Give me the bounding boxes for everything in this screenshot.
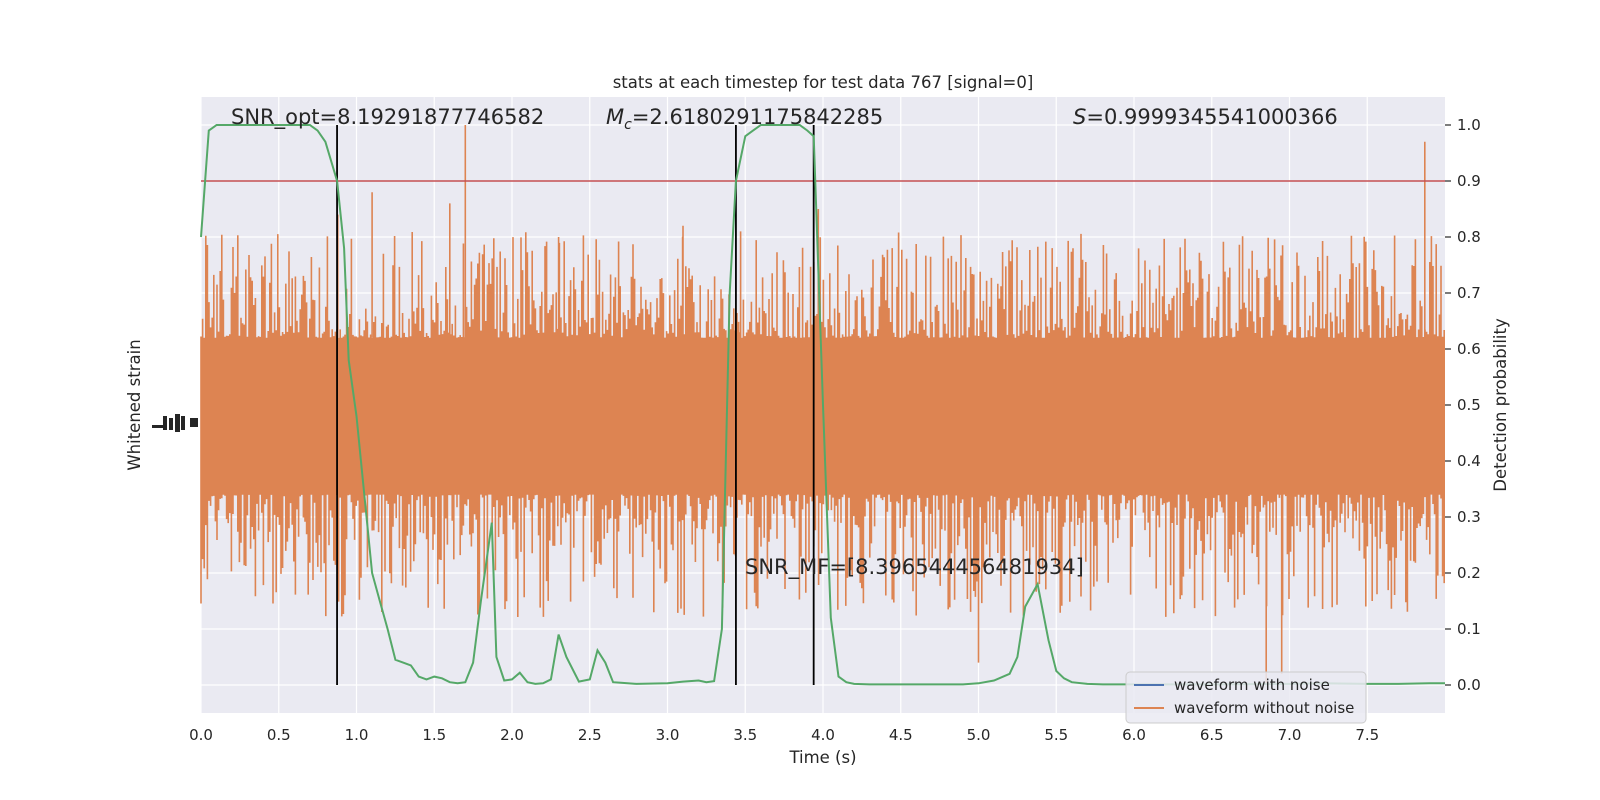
x-tick-label-0: 0.0 (189, 726, 213, 744)
annotation-snr-opt: SNR_opt=8.19291877746582 (231, 105, 544, 130)
x-tick-label-1: 0.5 (267, 726, 291, 744)
y-tick-label-1: 0.1 (1457, 620, 1481, 638)
x-tick-label-10: 5.0 (967, 726, 991, 744)
legend-label-without-noise: waveform without noise (1174, 699, 1354, 717)
x-tick-label-8: 4.0 (811, 726, 835, 744)
x-tick-label-7: 3.5 (733, 726, 757, 744)
legend: waveform with noise waveform without noi… (1125, 671, 1367, 724)
x-tick-label-4: 2.0 (500, 726, 524, 744)
x-tick-label-3: 1.5 (422, 726, 446, 744)
y-left-axis-label: Whitened strain (125, 339, 144, 470)
x-tick-label-6: 3.0 (656, 726, 680, 744)
strain-band-noise (200, 232, 1445, 617)
legend-box (1125, 671, 1367, 724)
annotation-score: S=0.9999345541000366 (1073, 105, 1338, 129)
y-right-axis-ticks: 0.0 0.1 0.2 0.3 0.4 0.5 0.6 0.7 0.8 0.9 1.0 (1445, 116, 1481, 694)
x-axis-ticks: 0.0 0.5 1.0 1.5 2.0 2.5 3.0 3.5 4.0 4.5 5.0 5.5 6.0 6… (189, 726, 1379, 744)
y-tick-label-6: 0.6 (1457, 340, 1481, 358)
y-tick-label-0: 0.0 (1457, 676, 1481, 694)
x-tick-label-5: 2.5 (578, 726, 602, 744)
chart-title: stats at each timestep for test data 767… (613, 73, 1034, 92)
left-axis-tick-cluster (152, 414, 198, 432)
annotation-snr-mf: SNR_MF=[8.396544456481934] (745, 555, 1084, 580)
x-tick-label-12: 6.0 (1122, 726, 1146, 744)
x-tick-label-11: 5.5 (1044, 726, 1068, 744)
y-tick-label-3: 0.3 (1457, 508, 1481, 526)
y-tick-label-9: 0.9 (1457, 172, 1481, 190)
y-tick-label-8: 0.8 (1457, 228, 1481, 246)
x-tick-label-14: 7.0 (1278, 726, 1302, 744)
x-tick-label-15: 7.5 (1355, 726, 1379, 744)
vertical-markers (336, 125, 815, 685)
y-tick-label-10: 1.0 (1457, 116, 1481, 134)
strain-band (200, 125, 1445, 685)
x-axis-label: Time (s) (788, 748, 856, 767)
x-tick-label-13: 6.5 (1200, 726, 1224, 744)
x-tick-label-2: 1.0 (345, 726, 369, 744)
y-tick-label-5: 0.5 (1457, 396, 1481, 414)
y-tick-label-7: 0.7 (1457, 284, 1481, 302)
detection-probability-line (200, 124, 1445, 686)
x-tick-label-9: 4.5 (889, 726, 913, 744)
y-tick-label-4: 0.4 (1457, 452, 1481, 470)
y-right-axis-label: Detection probability (1491, 318, 1510, 492)
legend-label-with-noise: waveform with noise (1174, 676, 1330, 694)
y-tick-label-2: 0.2 (1457, 564, 1481, 582)
annotation-chirp-mass: Mc=2.6180291175842285 (606, 105, 883, 133)
